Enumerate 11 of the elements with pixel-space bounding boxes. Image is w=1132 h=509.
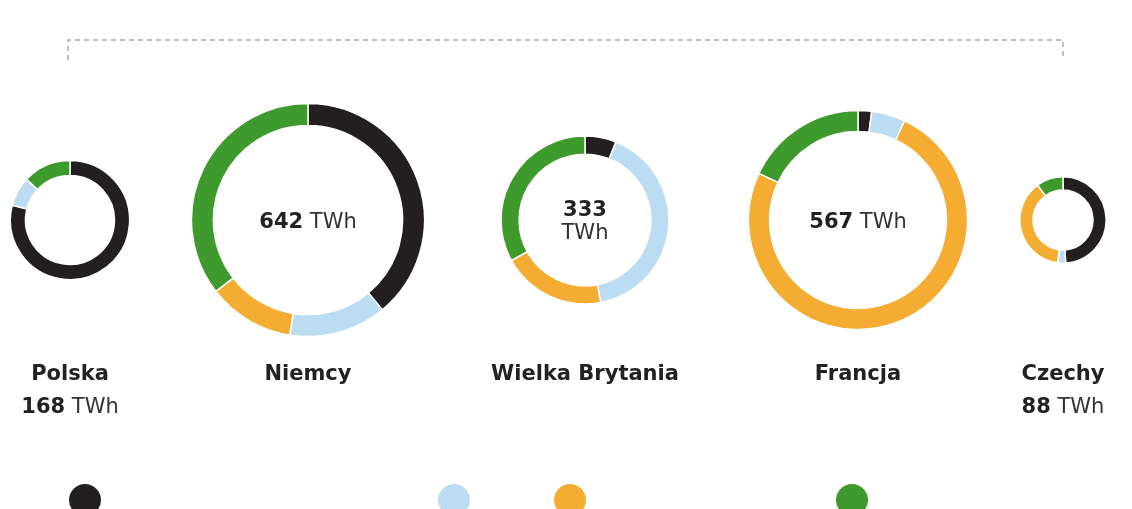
text: 88 TWh	[1021, 394, 1105, 418]
text: Polska	[31, 361, 109, 385]
text: 642 TWh	[259, 209, 357, 233]
text: Wielka Brytania	[491, 361, 679, 385]
text: Niemcy	[264, 361, 352, 385]
text: 168 TWh	[21, 394, 119, 418]
donut-slice	[9, 159, 131, 281]
text: 567 TWh	[809, 209, 907, 233]
text: Francja	[814, 361, 902, 385]
text: 333 TWh	[560, 197, 609, 244]
text: Czechy	[1021, 361, 1105, 385]
